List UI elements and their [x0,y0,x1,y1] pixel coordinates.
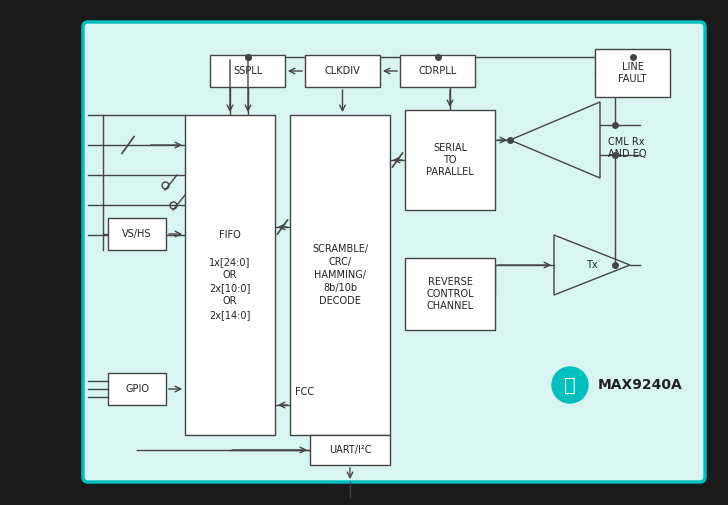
Text: UART/I²C: UART/I²C [329,445,371,455]
Bar [210,55,285,87]
Text: GPIO: GPIO [125,384,149,394]
Bar [108,373,166,405]
Bar [405,110,495,210]
Text: CML Rx
AND EQ: CML Rx AND EQ [608,137,646,159]
Text: ⓜ: ⓜ [564,376,576,394]
Bar [400,55,475,87]
Text: REVERSE
CONTROL
CHANNEL: REVERSE CONTROL CHANNEL [426,277,474,312]
Text: SSPLL: SSPLL [233,66,262,76]
Text: FCC: FCC [295,387,314,397]
Bar [595,49,670,97]
Bar [405,258,495,330]
Text: CDRPLL: CDRPLL [419,66,456,76]
Text: MAX9240A: MAX9240A [598,378,683,392]
Text: SERIAL
TO
PARALLEL: SERIAL TO PARALLEL [426,142,474,177]
Text: FIFO

1x[24:0]
OR
2x[10:0]
OR
2x[14:0]: FIFO 1x[24:0] OR 2x[10:0] OR 2x[14:0] [210,230,250,320]
Bar [185,115,275,435]
Bar [310,435,390,465]
FancyBboxPatch shape [83,22,705,482]
Bar [290,115,390,435]
Text: LINE
FAULT: LINE FAULT [618,62,646,84]
Text: Tx: Tx [586,260,598,270]
Bar [305,55,380,87]
Text: CLKDIV: CLKDIV [325,66,360,76]
Bar [108,218,166,250]
Circle shape [552,367,588,403]
Text: SCRAMBLE/
CRC/
HAMMING/
8b/10b
DECODE: SCRAMBLE/ CRC/ HAMMING/ 8b/10b DECODE [312,243,368,307]
Text: VS/HS: VS/HS [122,229,151,239]
